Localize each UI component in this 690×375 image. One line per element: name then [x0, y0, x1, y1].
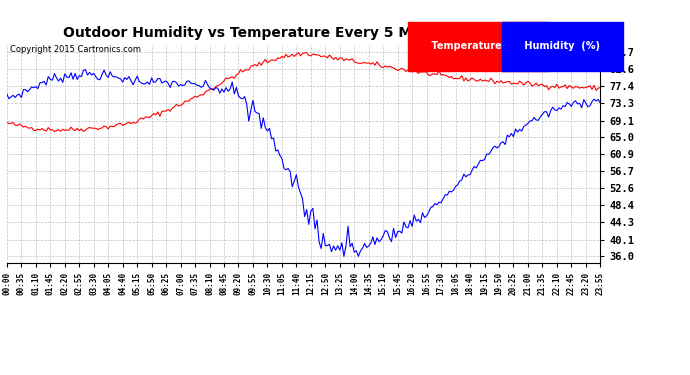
Text: Temperature (°F): Temperature (°F) — [428, 41, 529, 51]
Text: Outdoor Humidity vs Temperature Every 5 Minutes 20150813: Outdoor Humidity vs Temperature Every 5 … — [63, 26, 544, 40]
Text: Humidity  (%): Humidity (%) — [521, 41, 603, 51]
Text: Copyright 2015 Cartronics.com: Copyright 2015 Cartronics.com — [10, 45, 141, 54]
